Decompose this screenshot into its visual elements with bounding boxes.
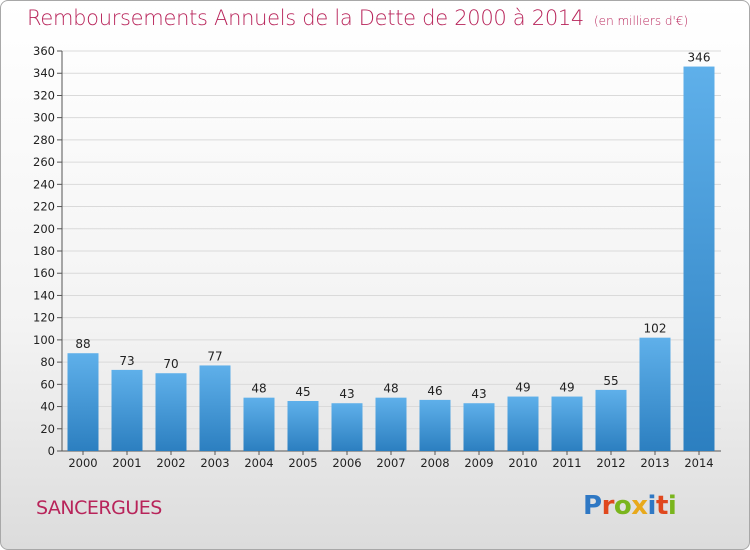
data-label: 73	[119, 354, 134, 368]
bar	[551, 396, 583, 451]
y-tick-label: 360	[33, 44, 55, 58]
grid-lines	[62, 50, 721, 430]
data-label: 88	[75, 337, 90, 351]
x-tick-label: 2000	[68, 456, 97, 470]
bar	[683, 66, 715, 452]
data-label: 46	[427, 384, 442, 398]
logo-letter: P	[583, 491, 602, 521]
chart-title-text: Remboursements Annuels de la Dette de 20…	[27, 6, 584, 30]
x-tick-labels: 2000 2001 2002 2003 2004 2005 2006 2007 2008 2009…	[68, 451, 714, 470]
y-tick-label: 160	[33, 266, 55, 280]
y-tick-label: 240	[33, 177, 55, 191]
x-tick-label: 2004	[244, 456, 273, 470]
y-tick-label: 20	[40, 422, 55, 436]
y-tick-label: 80	[40, 355, 55, 369]
bar	[111, 369, 143, 451]
bar	[595, 389, 627, 451]
bar	[507, 396, 539, 451]
bar	[639, 337, 671, 451]
logo-letter: i	[647, 491, 657, 521]
data-label: 49	[515, 381, 530, 395]
logo-letter: t	[655, 491, 668, 521]
data-label: 346	[688, 51, 711, 65]
data-label: 55	[603, 374, 618, 388]
chart-title: Remboursements Annuels de la Dette de 20…	[27, 6, 688, 30]
bars	[67, 66, 715, 452]
data-label: 48	[383, 382, 398, 396]
data-label: 43	[471, 387, 486, 401]
data-label: 77	[207, 349, 222, 363]
data-label: 45	[295, 385, 310, 399]
x-tick-label: 2013	[640, 456, 669, 470]
x-tick-label: 2006	[332, 456, 361, 470]
logo-letter: r	[601, 491, 615, 521]
bar	[243, 397, 275, 451]
data-label: 49	[559, 381, 574, 395]
bar	[155, 373, 187, 451]
bar	[67, 353, 99, 451]
x-tick-label: 2005	[288, 456, 317, 470]
bar	[375, 397, 407, 451]
logo-letter: o	[613, 491, 632, 521]
y-tick-label: 340	[33, 66, 55, 80]
y-tick-label: 40	[40, 400, 55, 414]
data-label: 70	[163, 357, 178, 371]
x-tick-label: 2012	[596, 456, 625, 470]
logo-letter: x	[631, 491, 648, 521]
x-tick-label: 2002	[156, 456, 185, 470]
bar	[463, 403, 495, 451]
y-tick-label: 180	[33, 244, 55, 258]
x-tick-label: 2007	[376, 456, 405, 470]
x-tick-label: 2011	[552, 456, 581, 470]
data-label: 43	[339, 387, 354, 401]
x-tick-label: 2009	[464, 456, 493, 470]
y-tick-label: 280	[33, 133, 55, 147]
bar	[287, 401, 319, 451]
x-tick-label: 2010	[508, 456, 537, 470]
y-tick-label: 200	[33, 222, 55, 236]
y-tick-label: 220	[33, 200, 55, 214]
y-tick-label: 260	[33, 155, 55, 169]
y-tick-label: 100	[33, 333, 55, 347]
y-tick-label: 60	[40, 377, 55, 391]
y-tick-label: 300	[33, 111, 55, 125]
x-tick-label: 2003	[200, 456, 229, 470]
bar	[331, 403, 363, 451]
y-tick-label: 140	[33, 288, 55, 302]
chart-unit: (en milliers d'€)	[594, 14, 689, 28]
y-tick-labels: 0 20 40 60 80 100 120 140 160 180 200 220 240 260 280 3…	[33, 44, 62, 458]
y-tick-label: 0	[48, 444, 55, 458]
y-tick-label: 120	[33, 311, 55, 325]
logo-letter: i	[667, 491, 677, 521]
data-label: 48	[251, 382, 266, 396]
x-tick-label: 2014	[684, 456, 713, 470]
x-tick-label: 2001	[112, 456, 141, 470]
x-tick-label: 2008	[420, 456, 449, 470]
data-labels: 88 73 70 77 48 45 43 48 46 43 49 49 55 102 346	[75, 51, 710, 402]
commune-name: SANCERGUES	[36, 497, 162, 519]
data-label: 102	[644, 322, 667, 336]
bar	[199, 365, 231, 451]
proxiti-logo: Proxiti	[583, 491, 677, 521]
bar	[419, 399, 451, 451]
y-tick-label: 320	[33, 88, 55, 102]
